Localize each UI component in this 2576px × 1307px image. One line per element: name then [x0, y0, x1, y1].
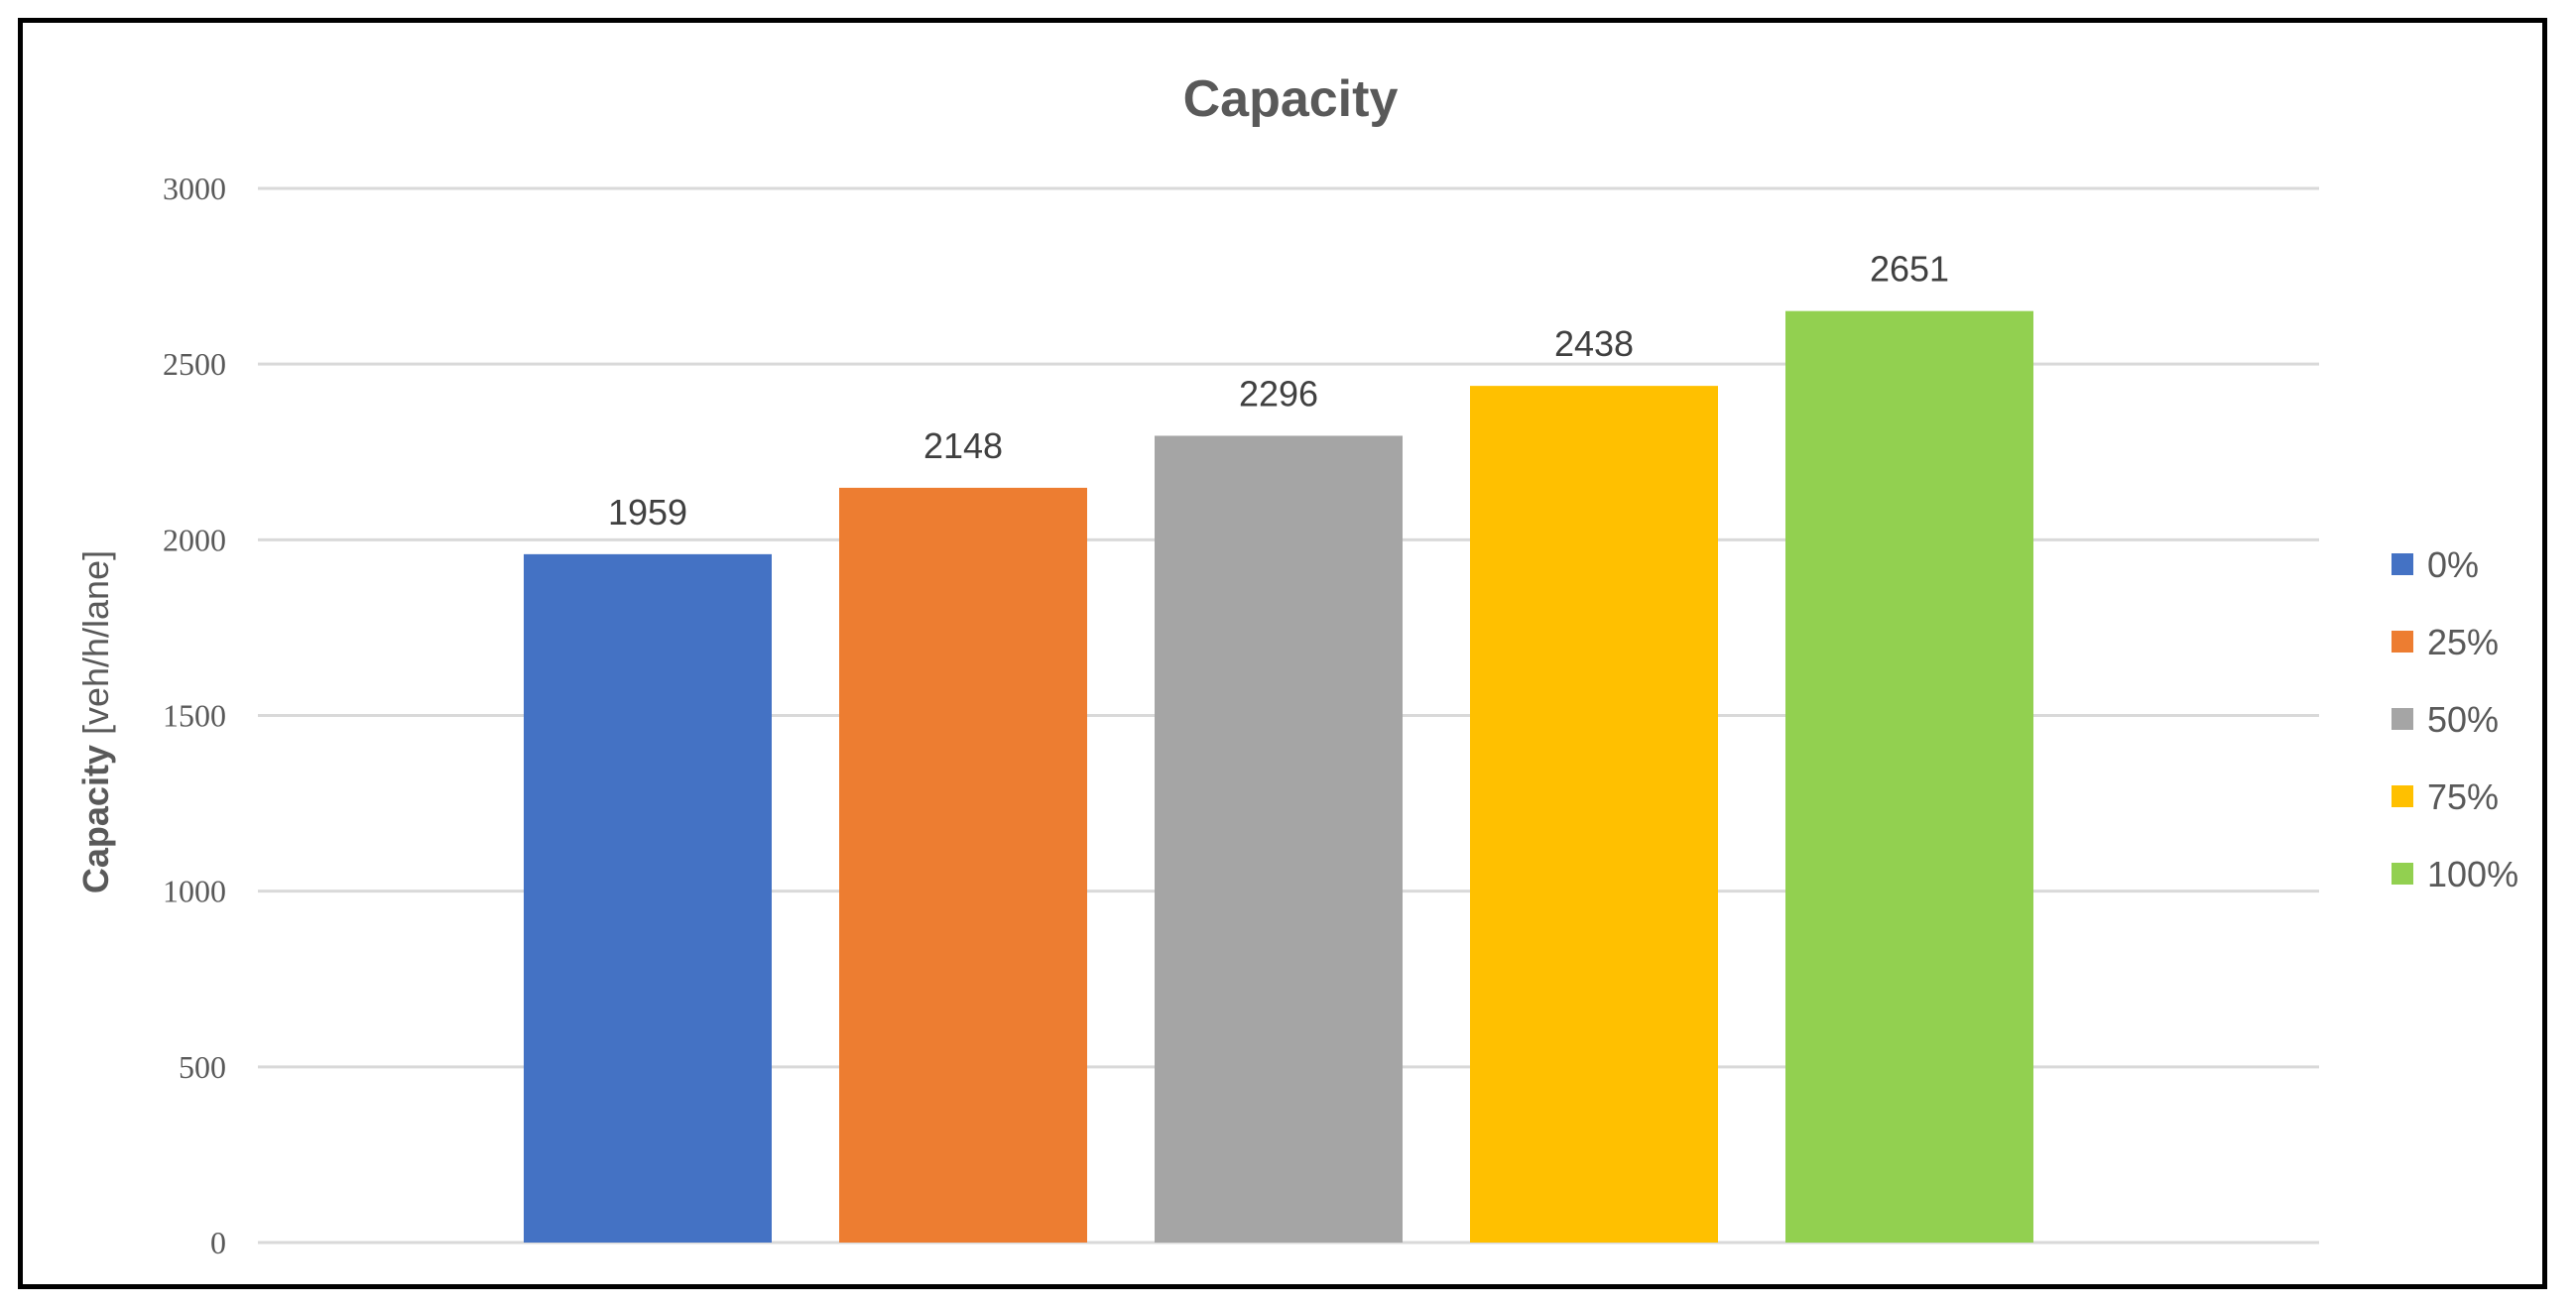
- y-axis-label-main: Capacity: [75, 745, 116, 893]
- legend-swatch-50%: [2392, 708, 2413, 730]
- data-label-100%: 2651: [1870, 249, 1949, 290]
- y-tick-1500: 1500: [163, 698, 226, 734]
- y-tick-2000: 2000: [163, 522, 226, 557]
- legend-label-50%: 50%: [2427, 699, 2499, 740]
- y-tick-2500: 2500: [163, 346, 226, 382]
- chart-title: Capacity: [1183, 70, 1399, 128]
- legend-label-75%: 75%: [2427, 776, 2499, 817]
- data-label-25%: 2148: [923, 425, 1003, 466]
- data-label-0%: 1959: [608, 492, 687, 533]
- legend-swatch-25%: [2392, 631, 2413, 653]
- bar-50%: [1155, 435, 1403, 1243]
- y-axis-label: Capacity [veh/h/lane]: [75, 550, 116, 893]
- y-tick-3000: 3000: [163, 171, 226, 206]
- bar-0%: [524, 553, 772, 1243]
- data-label-75%: 2438: [1554, 323, 1634, 364]
- y-tick-0: 0: [210, 1225, 226, 1260]
- legend-label-25%: 25%: [2427, 622, 2499, 662]
- y-tick-500: 500: [179, 1049, 226, 1085]
- chart-frame: Capacity Capacity [veh/h/lane] 0 500 1000 1…: [18, 18, 2547, 1289]
- bar-25%: [839, 487, 1087, 1244]
- legend-swatch-100%: [2392, 863, 2413, 885]
- legend-label-0%: 0%: [2427, 544, 2479, 585]
- bar-75%: [1470, 386, 1718, 1243]
- y-tick-1000: 1000: [163, 874, 226, 909]
- chart-svg: Capacity Capacity [veh/h/lane] 0 500 1000 1…: [75, 70, 2518, 1260]
- data-labels: 1959 2148 2296 2438 2651: [608, 249, 1949, 533]
- bars: [524, 310, 2033, 1244]
- bar-100%: [1785, 310, 2033, 1243]
- legend-swatch-75%: [2392, 785, 2413, 807]
- y-axis-label-unit: [veh/h/lane]: [75, 550, 116, 745]
- y-tick-labels: 0 500 1000 1500 2000 2500 3000: [163, 171, 226, 1260]
- legend-swatch-0%: [2392, 553, 2413, 575]
- legend: 0% 25% 50% 75% 100%: [2392, 544, 2518, 894]
- legend-label-100%: 100%: [2427, 854, 2518, 894]
- data-label-50%: 2296: [1239, 373, 1318, 414]
